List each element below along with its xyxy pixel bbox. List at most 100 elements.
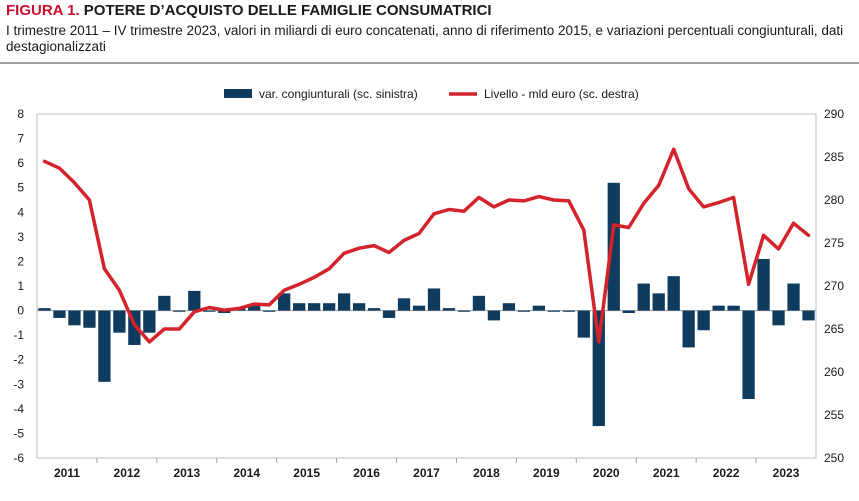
line-point-livello bbox=[673, 148, 675, 150]
line-point-livello bbox=[148, 341, 150, 343]
bar-var-congiunturale bbox=[397, 298, 411, 311]
bar-var-congiunturale bbox=[188, 290, 201, 311]
left-axis-tick-label: -1 bbox=[13, 328, 24, 342]
bar-var-congiunturale bbox=[787, 283, 800, 311]
right-axis-tick-label: 255 bbox=[824, 408, 844, 422]
line-point-livello bbox=[313, 276, 315, 278]
line-point-livello bbox=[733, 196, 735, 199]
right-axis-tick-label: 285 bbox=[824, 150, 844, 164]
line-point-livello bbox=[238, 307, 240, 309]
line-point-livello bbox=[358, 247, 360, 249]
left-axis-tick-label: -5 bbox=[13, 426, 24, 440]
line-point-livello bbox=[388, 251, 390, 254]
left-axis-tick-label: 6 bbox=[17, 156, 24, 170]
line-series bbox=[42, 147, 811, 344]
line-point-livello bbox=[807, 234, 810, 236]
bar-var-congiunturale bbox=[322, 303, 336, 311]
bar-var-congiunturale bbox=[772, 310, 785, 326]
line-point-livello bbox=[403, 239, 405, 242]
bar-var-congiunturale bbox=[38, 308, 51, 311]
bar-var-congiunturale bbox=[173, 310, 186, 312]
line-point-livello bbox=[88, 199, 91, 201]
bar-var-congiunturale bbox=[68, 310, 81, 326]
bar-var-congiunturale bbox=[367, 308, 381, 311]
bar-var-congiunturale bbox=[697, 310, 710, 331]
line-point-livello bbox=[523, 200, 525, 202]
left-axis-tick-label: 0 bbox=[17, 304, 24, 318]
left-axis-tick-label: -6 bbox=[13, 451, 24, 465]
x-axis-year-label: 2018 bbox=[473, 466, 500, 480]
right-axis-tick-label: 275 bbox=[824, 236, 844, 250]
figure-title: FIGURA 1. POTERE D’ACQUISTO DELLE FAMIGL… bbox=[6, 2, 492, 19]
bar-var-congiunturale bbox=[637, 283, 650, 311]
line-point-livello bbox=[298, 283, 300, 285]
legend-line-label: Livello - mld euro (sc. destra) bbox=[484, 87, 639, 101]
line-point-livello bbox=[373, 244, 375, 247]
left-axis-tick-label: -3 bbox=[13, 377, 24, 391]
line-point-livello bbox=[478, 196, 480, 199]
bar-var-congiunturale bbox=[248, 305, 261, 311]
line-point-livello bbox=[628, 226, 630, 229]
line-point-livello bbox=[253, 303, 255, 305]
figure-subtitle: I trimestre 2011 – IV trimestre 2023, va… bbox=[6, 23, 844, 54]
bar-var-congiunturale bbox=[577, 310, 590, 338]
bar-var-congiunturale bbox=[352, 303, 366, 311]
bar-var-congiunturale bbox=[308, 303, 321, 311]
right-axis-tick-label: 270 bbox=[824, 279, 844, 293]
figure-title-text: POTERE D’ACQUISTO DELLE FAMIGLIE CONSUMA… bbox=[83, 2, 492, 19]
line-point-livello bbox=[777, 248, 780, 250]
line-point-livello bbox=[658, 184, 660, 186]
left-axis-tick-label: 4 bbox=[17, 205, 24, 219]
bar-var-congiunturale bbox=[472, 295, 486, 311]
bar-var-congiunturale bbox=[113, 310, 126, 333]
bar-var-congiunturale bbox=[412, 305, 426, 311]
x-axis-year-label: 2021 bbox=[653, 466, 680, 480]
line-point-livello bbox=[103, 268, 106, 270]
x-axis-year-label: 2014 bbox=[233, 466, 260, 480]
x-axis-year-label: 2020 bbox=[593, 466, 620, 480]
left-axis-tick-label: -2 bbox=[13, 353, 24, 367]
bar-var-congiunturale bbox=[442, 308, 456, 311]
plot-frame bbox=[36, 113, 817, 459]
line-point-livello bbox=[73, 182, 76, 184]
line-point-livello bbox=[568, 200, 570, 202]
chart-legend: var. congiunturali (sc. sinistra) Livell… bbox=[224, 87, 639, 101]
bar-var-congiunturale bbox=[487, 310, 501, 321]
line-point-livello bbox=[493, 206, 495, 208]
bar-var-congiunturale bbox=[757, 258, 770, 311]
left-axis-tick-label: 2 bbox=[17, 254, 24, 268]
x-axis-year-label: 2013 bbox=[173, 466, 200, 480]
bar-var-congiunturale bbox=[203, 310, 216, 312]
line-point-livello bbox=[718, 201, 720, 204]
line-point-livello bbox=[193, 311, 195, 313]
bar-var-congiunturale bbox=[652, 293, 665, 311]
line-point-livello bbox=[328, 268, 330, 270]
x-axis-year-label: 2023 bbox=[773, 466, 800, 480]
left-axis-tick-label: 1 bbox=[17, 279, 24, 293]
bar-var-congiunturale bbox=[547, 310, 560, 312]
bar-var-congiunturale bbox=[158, 295, 171, 311]
figure-label: FIGURA 1. bbox=[6, 2, 80, 19]
left-axis-tick-label: 8 bbox=[17, 107, 24, 121]
bar-var-congiunturale bbox=[143, 310, 156, 333]
bar-var-congiunturale bbox=[682, 310, 695, 348]
line-point-livello bbox=[58, 167, 61, 169]
line-point-livello bbox=[343, 252, 345, 254]
line-livello bbox=[42, 147, 811, 344]
bar-var-congiunturale bbox=[607, 182, 620, 311]
left-axis-tick-label: -4 bbox=[13, 402, 24, 416]
bar-var-congiunturale bbox=[802, 310, 815, 321]
bar-var-congiunturale bbox=[53, 310, 66, 318]
left-axis-tick-label: 7 bbox=[17, 132, 24, 146]
bar-var-congiunturale bbox=[727, 305, 740, 311]
bar-var-congiunturale bbox=[427, 288, 441, 311]
line-point-livello bbox=[703, 206, 705, 208]
bar-var-congiunturale bbox=[667, 276, 680, 311]
bar-var-congiunturale bbox=[263, 310, 276, 312]
bar-var-congiunturale bbox=[712, 305, 725, 311]
line-point-livello bbox=[583, 229, 585, 231]
bar-var-congiunturale bbox=[98, 310, 111, 382]
bar-var-congiunturale bbox=[502, 303, 516, 311]
line-point-livello bbox=[208, 306, 210, 309]
